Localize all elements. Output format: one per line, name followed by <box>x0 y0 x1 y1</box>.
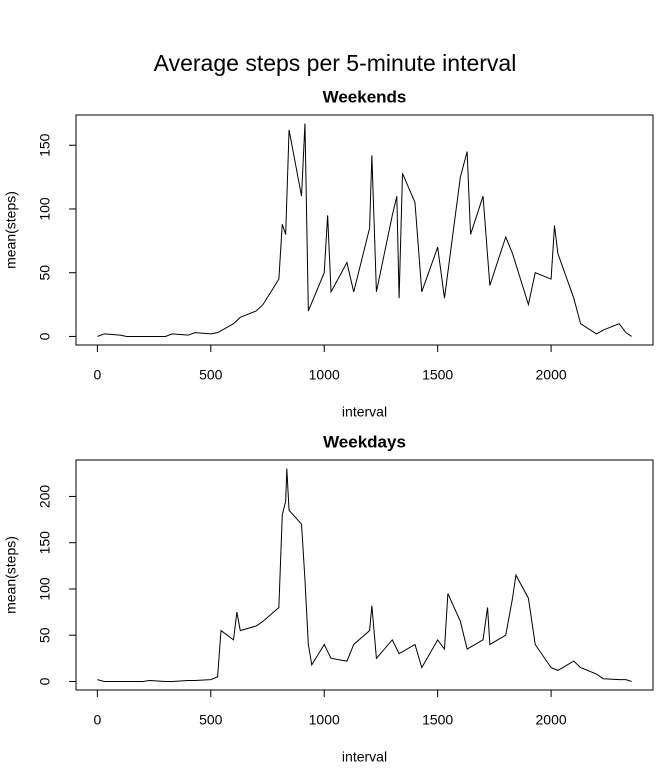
y-tick-label: 150 <box>37 133 53 157</box>
data-line <box>97 468 632 682</box>
x-tick-label: 1000 <box>309 712 340 728</box>
y-tick-label: 150 <box>37 531 53 555</box>
x-tick-label: 1500 <box>422 712 453 728</box>
y-tick-label: 0 <box>37 677 53 685</box>
y-tick-label: 100 <box>37 197 53 221</box>
x-tick-label: 0 <box>93 367 101 383</box>
x-tick-label: 0 <box>93 712 101 728</box>
x-tick-label: 500 <box>199 367 223 383</box>
y-tick-label: 200 <box>37 485 53 509</box>
y-tick-label: 50 <box>37 265 53 281</box>
x-tick-label: 1000 <box>309 367 340 383</box>
panel-title: Weekdays <box>323 432 406 451</box>
x-tick-label: 500 <box>199 712 223 728</box>
x-tick-label: 1500 <box>422 367 453 383</box>
y-axis-label: mean(steps) <box>3 191 19 269</box>
x-axis-label: interval <box>342 404 387 420</box>
x-tick-label: 2000 <box>536 712 567 728</box>
data-line <box>97 123 632 337</box>
y-tick-label: 100 <box>37 577 53 601</box>
y-axis-label: mean(steps) <box>3 536 19 614</box>
y-tick-label: 50 <box>37 627 53 643</box>
x-tick-label: 2000 <box>536 367 567 383</box>
panel-title: Weekends <box>323 87 407 106</box>
x-axis-label: interval <box>342 749 387 765</box>
main-title: Average steps per 5-minute interval <box>154 50 517 76</box>
y-tick-label: 0 <box>37 332 53 340</box>
